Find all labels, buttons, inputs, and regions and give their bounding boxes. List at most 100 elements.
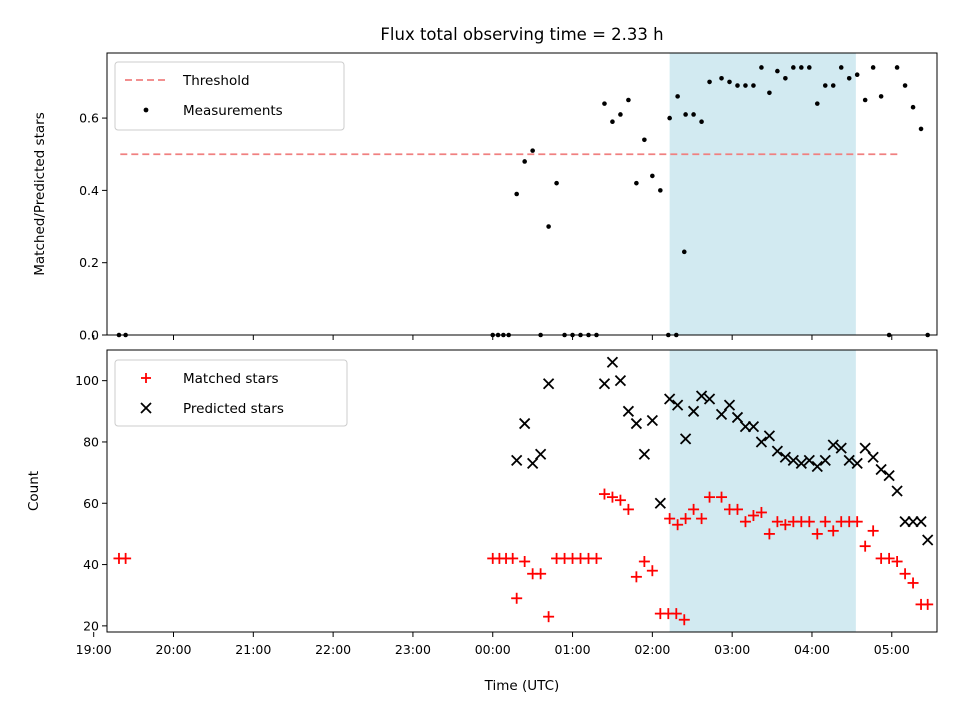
x-tick-label: 21:00	[235, 642, 271, 657]
predicted-point	[731, 411, 744, 424]
top-observing-window	[669, 53, 856, 335]
matched-point	[922, 598, 934, 610]
measurement-point	[699, 119, 704, 124]
matched-point	[771, 516, 783, 528]
top-x-ticks	[93, 335, 893, 340]
predicted-point	[899, 516, 911, 528]
measurement-point	[681, 249, 687, 255]
predicted-point	[622, 405, 635, 417]
matched-point	[664, 513, 676, 525]
matched-point	[696, 513, 708, 525]
measurement-point	[610, 119, 615, 124]
predicted-point	[614, 375, 627, 387]
predicted-point	[859, 442, 871, 454]
measurement-point	[918, 126, 924, 132]
x-axis: 19:00 20:00 21:00 22:00 23:00 00:00 01:00 02:00…	[76, 632, 910, 657]
matched-point	[598, 488, 610, 500]
y-tick-label: 0.4	[79, 183, 99, 198]
predicted-point	[787, 454, 799, 466]
legend-predicted-marker	[140, 402, 152, 414]
measurement-point	[667, 115, 672, 121]
matched-point	[739, 516, 751, 528]
predicted-point	[883, 470, 895, 482]
y-tick-label: 0.2	[79, 255, 99, 270]
matched-point	[606, 491, 618, 503]
predicted-point	[851, 457, 863, 470]
measurement-point	[846, 76, 852, 81]
predicted-point	[606, 356, 619, 368]
measurement-point	[854, 72, 860, 77]
predicted-point	[630, 417, 643, 430]
predicted-point	[819, 454, 831, 466]
matched-point	[646, 565, 658, 577]
measurement-point	[546, 224, 551, 229]
chart-title: Flux total observing time = 2.33 h	[380, 25, 663, 44]
matched-stars-series	[113, 488, 934, 626]
measurement-point	[759, 65, 764, 70]
measurement-point	[830, 83, 836, 88]
predicted-point	[891, 485, 903, 497]
top-panel: 0.0 0.2 0.4 0.6 Matched/Predicted stars Thr…	[32, 52, 938, 343]
measurement-point	[910, 104, 916, 110]
measurement-point	[862, 97, 868, 103]
x-tick-label: 00:00	[475, 642, 511, 657]
predicted-point	[811, 460, 823, 473]
predicted-point	[739, 420, 752, 433]
matched-point	[747, 510, 759, 522]
matched-point	[622, 503, 634, 515]
predicted-point	[922, 534, 934, 546]
measurement-point	[767, 90, 772, 96]
measurement-point	[634, 180, 639, 186]
x-tick-label: 23:00	[395, 642, 431, 657]
measurement-point	[554, 180, 559, 186]
predicted-point	[687, 405, 700, 417]
matched-point	[543, 611, 555, 623]
measurement-point	[650, 173, 655, 179]
measurement-point	[626, 97, 631, 103]
measurement-point	[870, 65, 876, 70]
bottom-legend: Matched stars Predicted stars	[114, 359, 348, 427]
matched-point	[763, 528, 775, 540]
measurement-point	[783, 76, 788, 81]
matched-point	[688, 503, 700, 515]
y-tick-label: 60	[83, 496, 99, 511]
matched-point	[891, 556, 903, 567]
measurement-point	[727, 79, 732, 85]
predicted-point	[907, 516, 919, 528]
measurement-point	[602, 101, 607, 106]
matched-point	[678, 614, 690, 626]
measurement-point	[822, 83, 828, 88]
y-tick-label: 100	[75, 373, 99, 388]
measurement-point	[775, 68, 780, 74]
matched-point	[899, 568, 911, 580]
measurement-point	[514, 191, 519, 197]
predicted-point	[654, 497, 666, 509]
predicted-point	[779, 451, 792, 463]
x-tick-label: 05:00	[874, 642, 910, 657]
measurement-point	[838, 65, 844, 70]
measurement-point	[799, 65, 804, 70]
bottom-panel: 20 40 60 80 100 19:00 20:00 21:00 22:00 23:00 00:…	[26, 349, 938, 694]
x-tick-label: 02:00	[634, 642, 670, 657]
y-tick-label: 20	[83, 618, 99, 633]
measurement-point	[658, 188, 663, 193]
measurement-point	[791, 65, 796, 70]
matched-point	[519, 556, 531, 567]
matched-point	[672, 519, 684, 531]
x-tick-label: 20:00	[155, 642, 191, 657]
matched-point	[535, 568, 547, 580]
measurement-point	[683, 112, 688, 117]
matched-point	[851, 516, 863, 528]
measurement-point	[878, 94, 884, 99]
y-tick-label: 0.0	[79, 328, 99, 343]
measurement-point	[894, 65, 900, 70]
measurement-point	[691, 112, 696, 117]
predicted-point	[519, 417, 531, 430]
predicted-point	[703, 393, 716, 405]
measurement-point	[902, 83, 908, 88]
predicted-point	[867, 451, 879, 463]
top-y-axis: 0.0 0.2 0.4 0.6	[79, 111, 107, 343]
bottom-y-axis: 20 40 60 80 100	[75, 373, 107, 633]
matched-point	[867, 525, 879, 537]
matched-point	[779, 519, 791, 531]
